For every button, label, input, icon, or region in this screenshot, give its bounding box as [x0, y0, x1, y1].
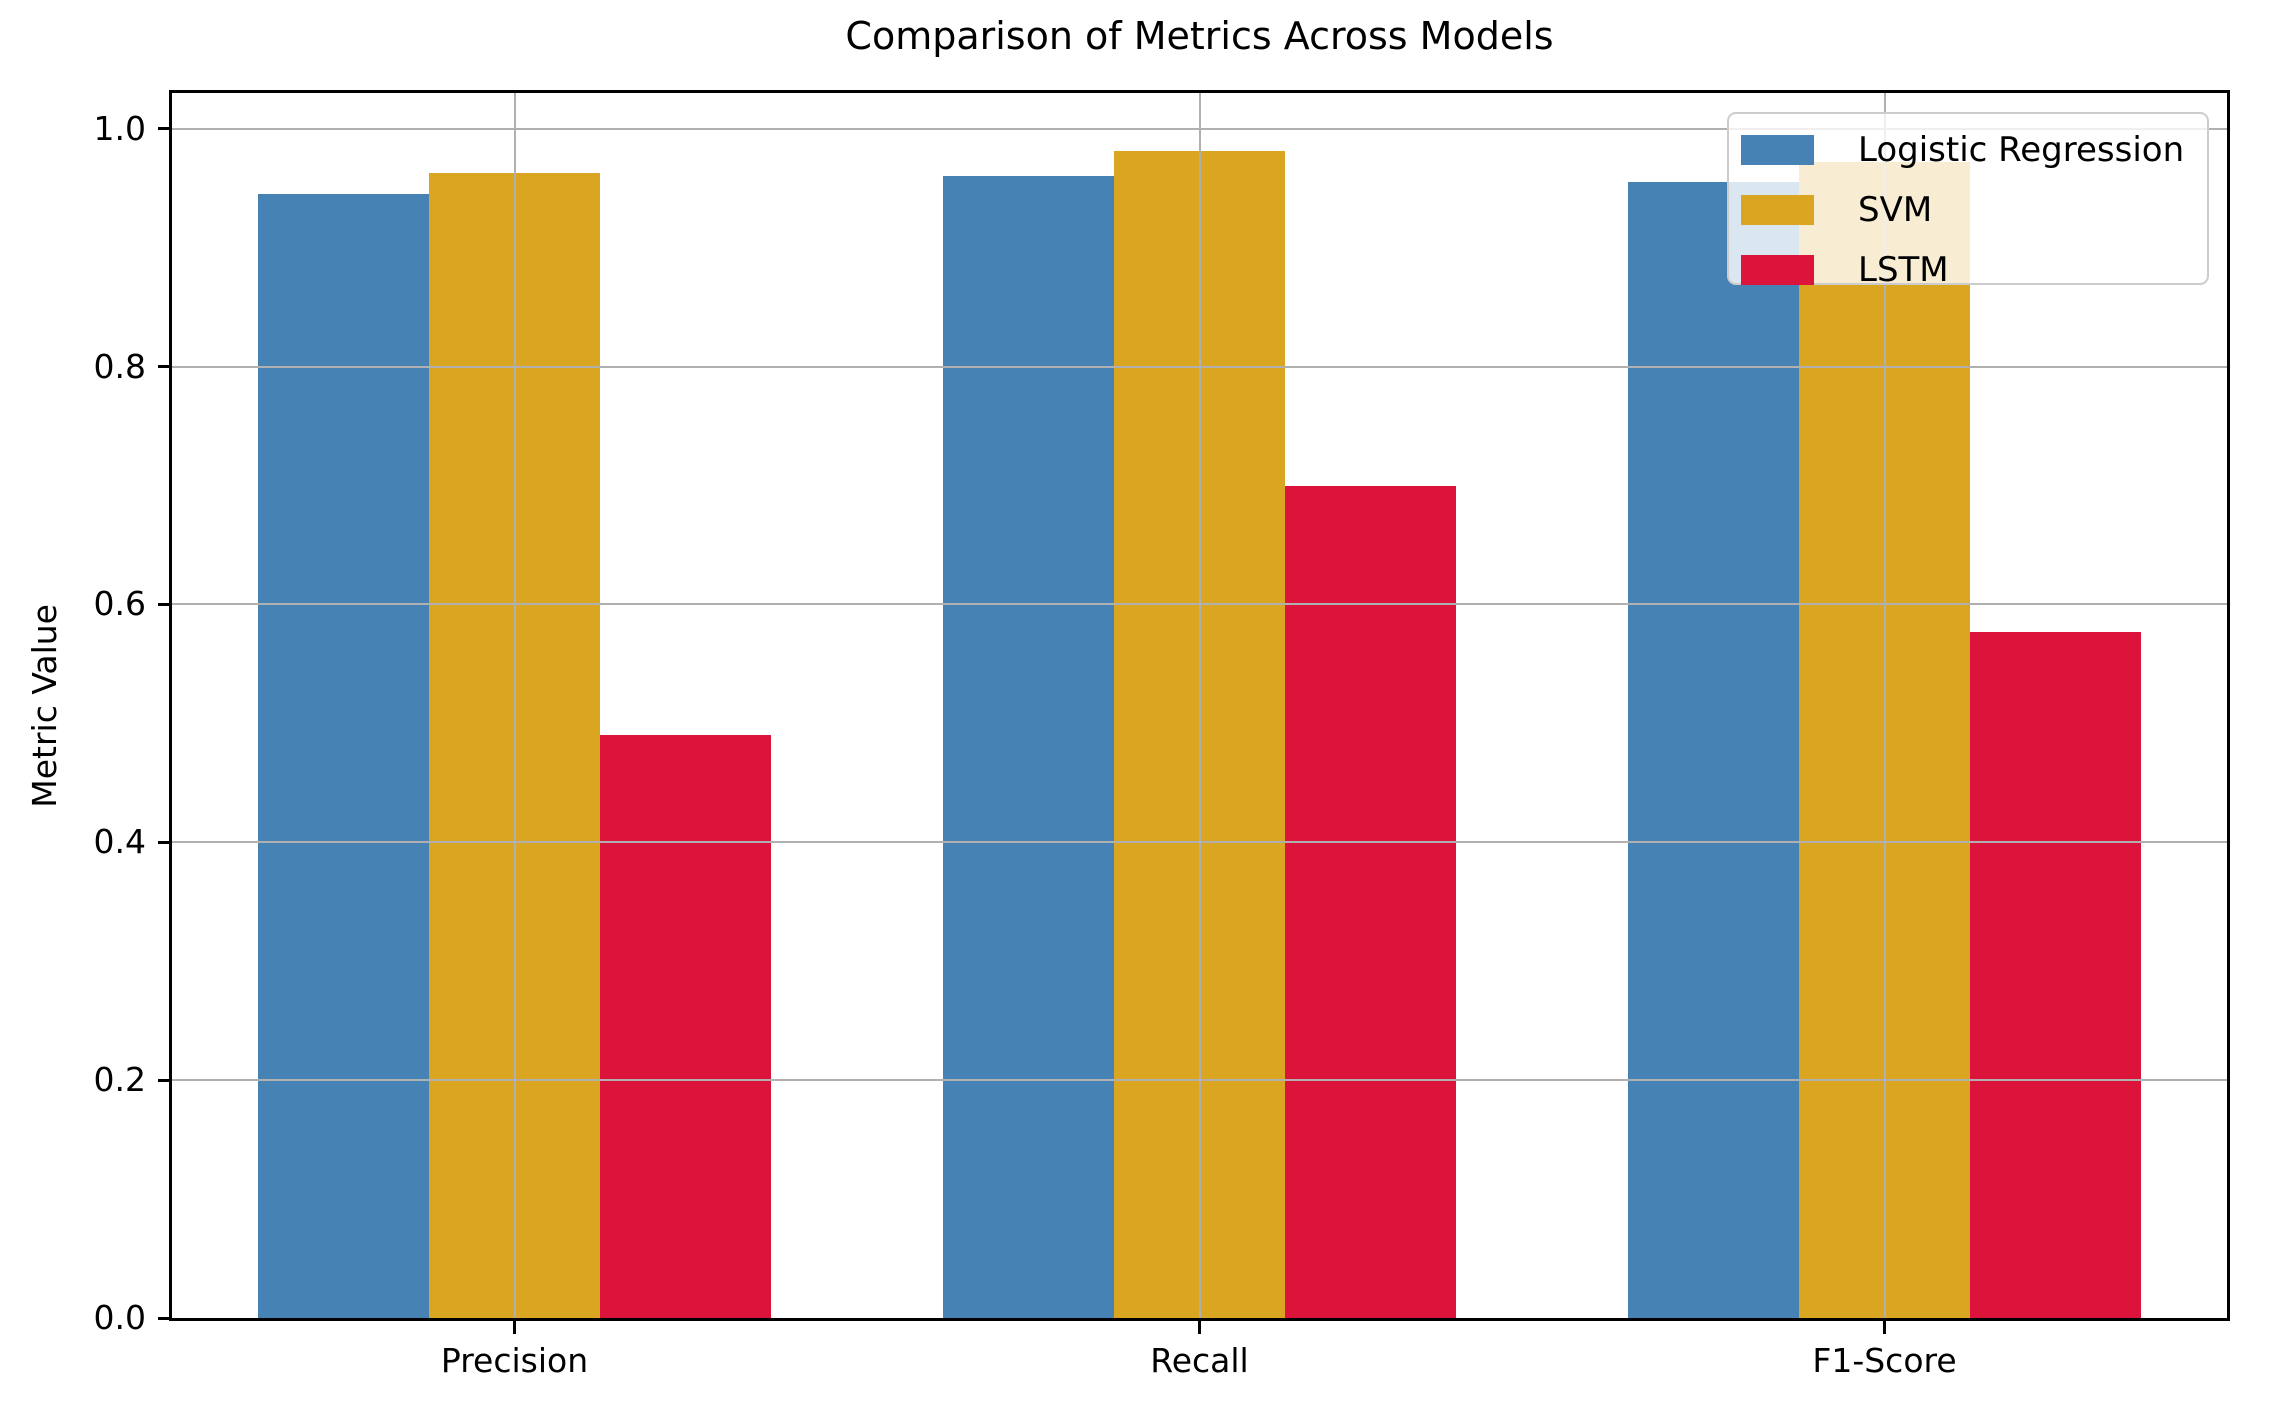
x-tick-label-precision: Precision — [440, 1341, 589, 1380]
y-tick-label-0.6: 0.6 — [93, 584, 146, 624]
y-tick-label-0.8: 0.8 — [93, 346, 146, 386]
legend-swatch-svm — [1741, 195, 1814, 225]
legend-swatch-logistic-regression — [1741, 135, 1814, 165]
y-tick-mark-0.4 — [158, 840, 172, 844]
legend-swatch-lstm — [1741, 255, 1814, 285]
y-tick-mark-0.0 — [158, 1316, 172, 1320]
y-tick-mark-1.0 — [158, 127, 172, 131]
legend-item-svm: SVM — [1741, 190, 1933, 230]
y-tick-mark-0.2 — [158, 1078, 172, 1082]
y-tick-label-0.0: 0.0 — [93, 1298, 146, 1337]
legend-item-logistic-regression: Logistic Regression — [1741, 130, 2185, 170]
y-tick-mark-0.6 — [158, 602, 172, 606]
x-tick-label-recall: Recall — [1150, 1341, 1249, 1380]
chart-title: Comparison of Metrics Across Models — [845, 14, 1554, 58]
x-tick-mark-precision — [513, 1321, 516, 1334]
y-tick-label-0.2: 0.2 — [93, 1060, 146, 1100]
y-tick-mark-0.8 — [158, 365, 172, 368]
legend-label-lstm: LSTM — [1858, 250, 1949, 290]
y-tick-label-1.0: 1.0 — [93, 108, 146, 148]
legend-label-logistic-regression: Logistic Regression — [1858, 130, 2185, 170]
legend-item-lstm: LSTM — [1741, 250, 1949, 290]
legend-label-svm: SVM — [1858, 190, 1933, 230]
x-tick-label-f1-score: F1-Score — [1812, 1341, 1957, 1380]
y-tick-label-0.4: 0.4 — [93, 822, 146, 862]
legend: Logistic Regression SVM LSTM — [1727, 112, 2209, 290]
x-tick-mark-f1-score — [1883, 1321, 1886, 1334]
x-tick-mark-recall — [1198, 1321, 1201, 1334]
